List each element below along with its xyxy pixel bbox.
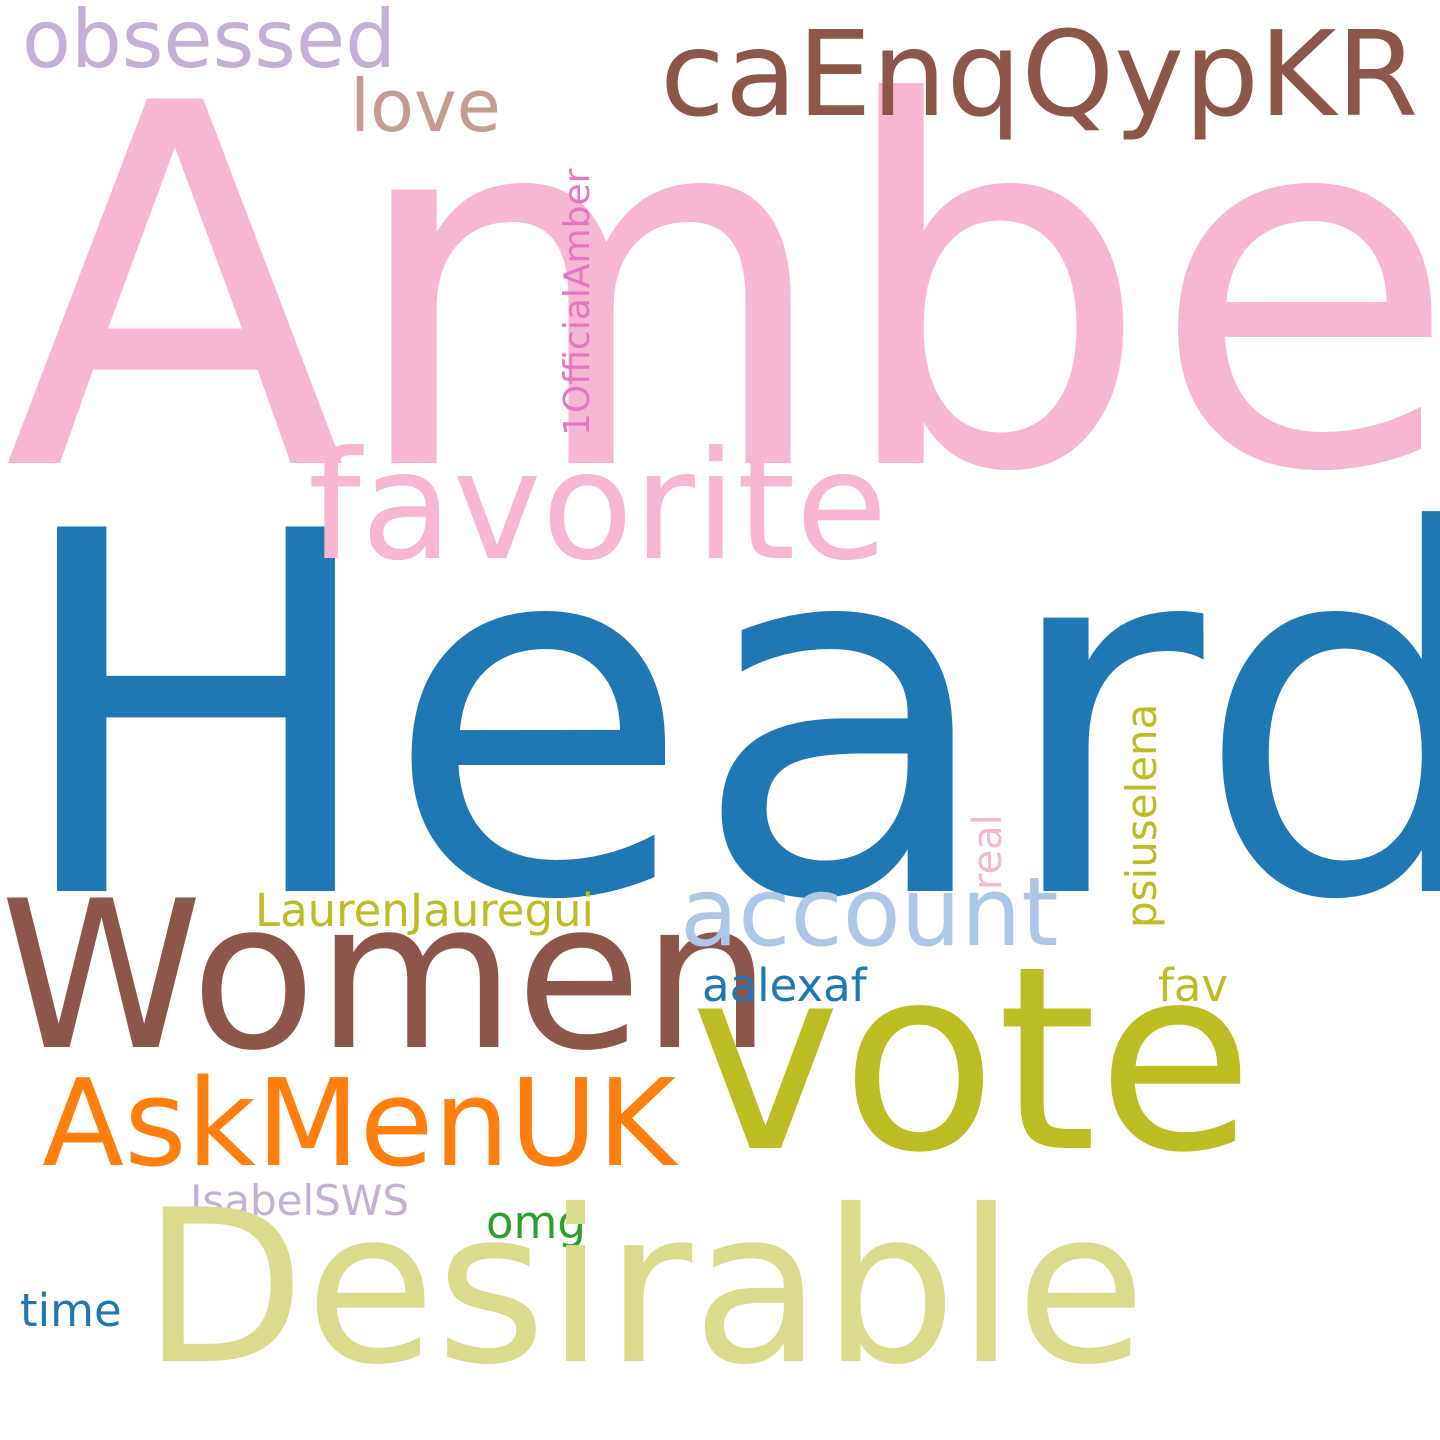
word-askmenuk: AskMenUK bbox=[42, 1055, 677, 1194]
word-desirable: Desirable bbox=[142, 1164, 1146, 1411]
word-fav: fav bbox=[1158, 959, 1229, 1012]
word-1officialamber: 1OfficialAmber bbox=[557, 168, 598, 436]
word-love: love bbox=[350, 64, 501, 148]
word-isabelsws: IsabelSWS bbox=[190, 1176, 410, 1225]
word-aalexaf: aalexaf bbox=[702, 959, 867, 1012]
word-real: real bbox=[965, 814, 1011, 890]
word-omg: omg bbox=[486, 1196, 586, 1249]
word-time: time bbox=[20, 1284, 122, 1337]
word-caenqqypkr: caEnqQypKR bbox=[660, 5, 1419, 143]
word-favorite: favorite bbox=[308, 420, 888, 594]
word-laurenjauregui: LaurenJauregui bbox=[255, 884, 595, 937]
word-heard: Heard bbox=[8, 427, 1440, 1009]
word-obsessed: obsessed bbox=[22, 0, 396, 86]
word-amber: Amber bbox=[4, 0, 1440, 581]
word-vote: vote bbox=[690, 912, 1254, 1209]
word-account: account bbox=[680, 858, 1059, 968]
word-women: Women bbox=[0, 858, 772, 1096]
word-psiuselena: psiuselena bbox=[1117, 703, 1166, 928]
